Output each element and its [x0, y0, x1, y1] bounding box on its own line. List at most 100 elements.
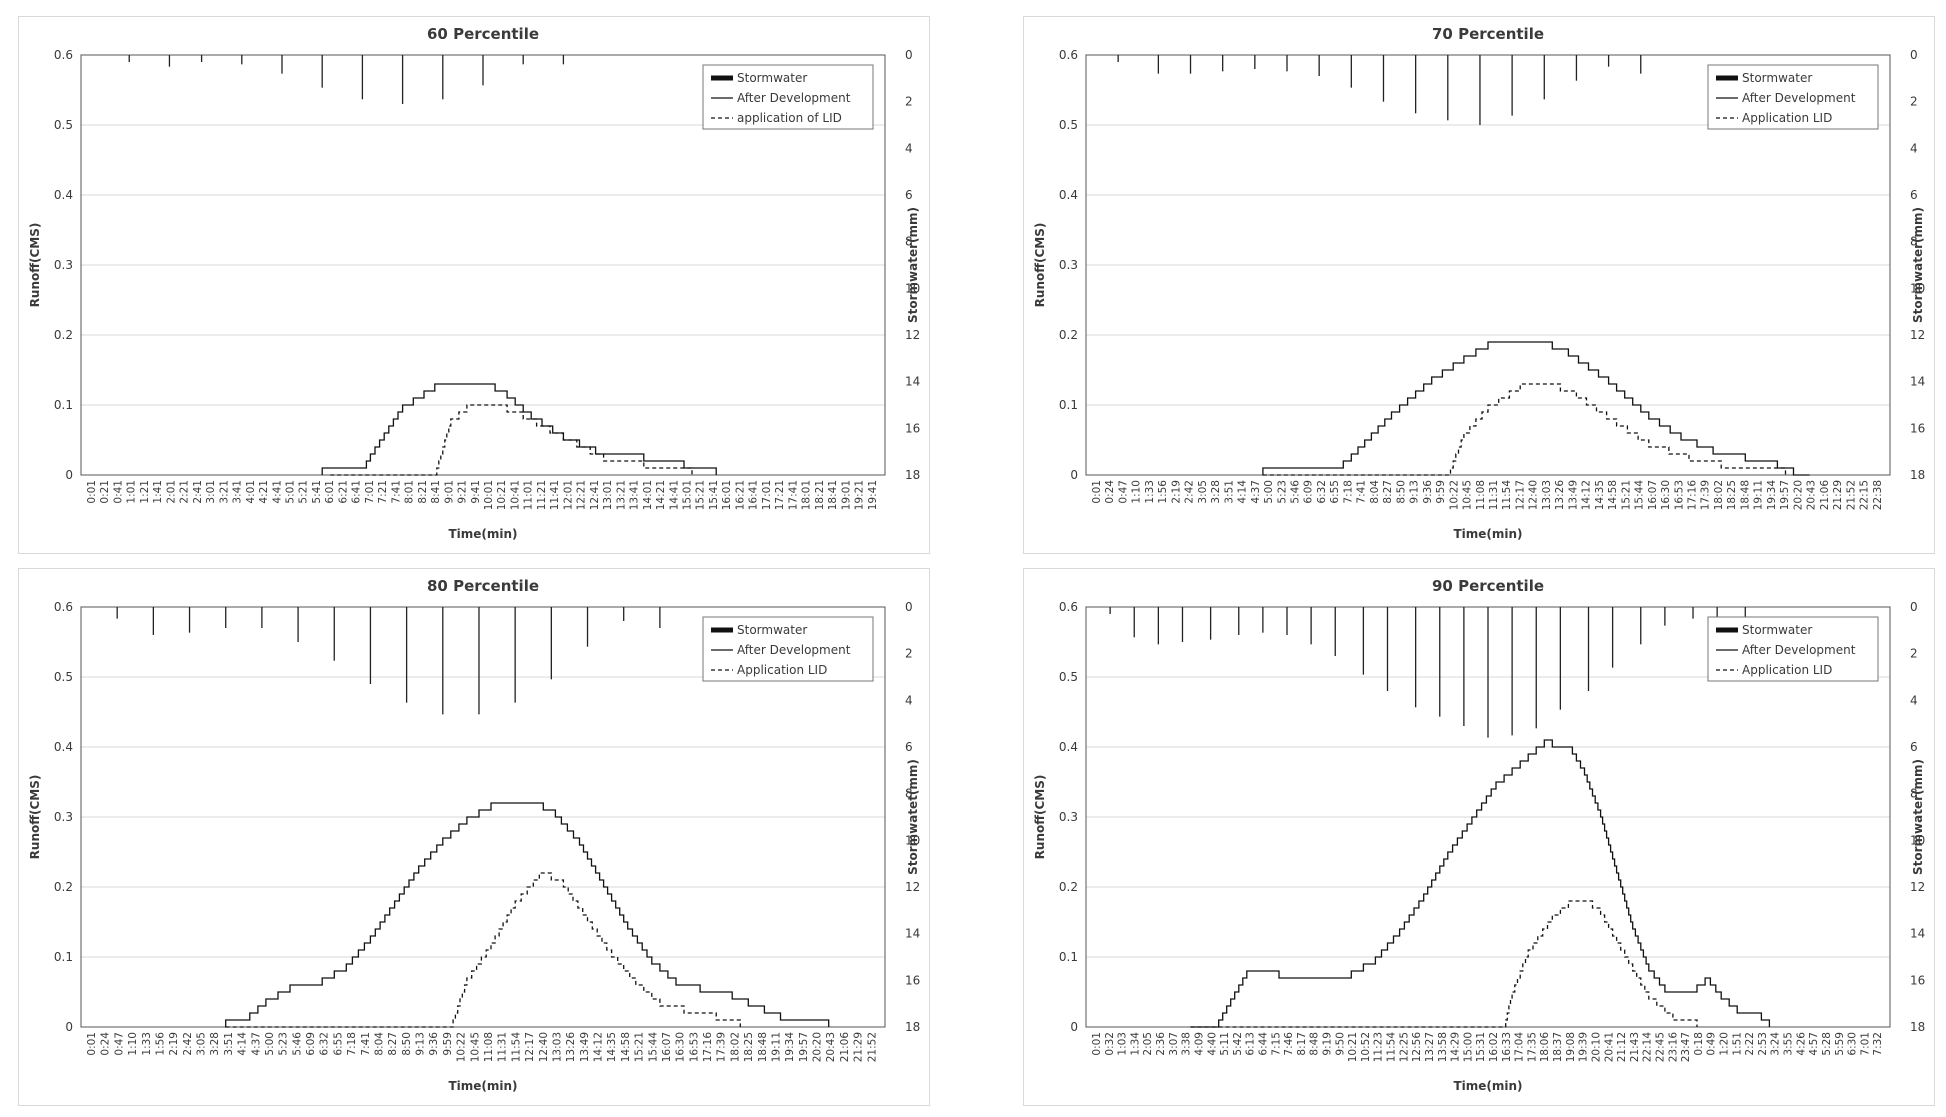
x-tick-label: 3:01 [205, 480, 217, 504]
x-tick-label: 3:38 [1181, 1032, 1193, 1056]
x-tick-label: 5:42 [1232, 1032, 1244, 1056]
y2-tick-label: 10 [1910, 281, 1925, 295]
y-tick-label: 0.6 [54, 48, 73, 62]
x-tick-label: 20:41 [1603, 1032, 1615, 1062]
x-tick-label: 7:18 [1342, 480, 1354, 504]
x-tick-label: 6:44 [1257, 1032, 1269, 1056]
y2-tick-label: 16 [1910, 421, 1925, 435]
x-tick-label: 6:55 [332, 1032, 344, 1056]
x-tick-label: 9:13 [415, 1032, 427, 1056]
x-tick-label: 20:43 [1806, 480, 1818, 510]
x-tick-label: 14:58 [620, 1032, 632, 1062]
x-tick-label: 13:49 [1567, 480, 1579, 510]
x-tick-label: 11:54 [1386, 1032, 1398, 1063]
x-tick-label: 19:57 [1779, 480, 1791, 510]
x-tick-label: 0:24 [100, 1032, 112, 1056]
x-tick-label: 21:52 [1845, 480, 1857, 510]
x-tick-label: 1:33 [1144, 480, 1156, 504]
x-tick-label: 7:18 [346, 1032, 358, 1056]
x-tick-label: 5:00 [1263, 480, 1275, 504]
x-tick-label: 16:01 [721, 480, 733, 510]
x-tick-label: 17:16 [1687, 480, 1699, 511]
x-tick-label: 10:21 [1347, 1032, 1359, 1062]
x-tick-label: 9:59 [1435, 480, 1447, 504]
x-tick-label: 0:21 [99, 480, 111, 504]
y2-tick-label: 8 [1910, 235, 1918, 249]
x-tick-label: 16:53 [688, 1032, 700, 1062]
y2-tick-label: 4 [905, 693, 913, 707]
x-tick-label: 1:51 [1731, 1032, 1743, 1056]
x-tick-label: 11:08 [483, 1032, 495, 1062]
x-tick-label: 1:56 [1157, 480, 1169, 504]
y2-tick-label: 14 [1910, 927, 1925, 941]
x-tick-label: 0:01 [86, 1032, 98, 1056]
chart-svg: 90 Percentile 0.6 0.5 0.4 0.3 0.2 0.1 0 0 2 4 6 8 10 1… [1033, 577, 1925, 1093]
y-tick-label: 0.6 [1059, 48, 1078, 62]
x-tick-label: 5:41 [311, 480, 323, 504]
y-axis-label: Runoff(CMS) [28, 223, 42, 308]
x-tick-label: 1:21 [139, 480, 151, 504]
x-tick-label: 4:14 [1237, 480, 1249, 504]
y2-axis-label: Stormwatet(mm) [906, 759, 920, 875]
x-tick-label: 12:01 [562, 480, 574, 510]
x-tick-label: 2:36 [1155, 1032, 1167, 1056]
x-tick-label: 18:06 [1539, 1032, 1551, 1063]
x-tick-label: 4:26 [1795, 1032, 1807, 1056]
y-tick-label: 0.1 [54, 398, 73, 412]
legend-label: Stormwater [1742, 71, 1812, 85]
chart-svg: 80 Percentile 0.6 0.5 0.4 0.3 0.2 0.1 0 0 2 4 6 8 10 1… [28, 577, 920, 1093]
x-tick-label: 12:56 [1411, 1032, 1423, 1063]
y-tick-label: 0.2 [1059, 880, 1078, 894]
x-tick-label: 0:32 [1104, 1032, 1116, 1056]
x-tick-label: 21:12 [1616, 1032, 1628, 1062]
y-tick-label: 0.5 [54, 670, 73, 684]
y2-tick-label: 14 [905, 927, 920, 941]
x-tick-label: 15:21 [695, 480, 707, 510]
x-tick-label: 13:26 [1554, 480, 1566, 511]
y2-tick-label: 8 [1910, 787, 1918, 801]
x-tick-label: 12:25 [1398, 1032, 1410, 1062]
x-tick-label: 1:33 [141, 1032, 153, 1056]
x-tick-label: 11:23 [1373, 1032, 1385, 1062]
y2-tick-label: 4 [905, 141, 913, 155]
x-tick-label: 12:40 [538, 1032, 550, 1062]
x-tick-label: 18:02 [729, 1032, 741, 1062]
x-tick-label: 12:41 [589, 480, 601, 510]
x-tick-label: 4:21 [258, 480, 270, 504]
x-tick-label: 11:21 [536, 480, 548, 510]
x-tick-label: 8:41 [430, 480, 442, 504]
y2-tick-label: 16 [1910, 973, 1925, 987]
y2-tick-label: 10 [905, 281, 920, 295]
y2-tick-label: 12 [1910, 328, 1925, 342]
x-tick-label: 17:01 [761, 480, 773, 510]
y2-tick-label: 18 [905, 468, 920, 482]
x-tick-label: 2:42 [1184, 480, 1196, 504]
x-axis-label: Time(min) [1453, 527, 1522, 541]
x-tick-label: 2:01 [165, 480, 177, 504]
y2-axis-label: Stormwater(mm) [1911, 759, 1925, 875]
y-tick-label: 0.3 [54, 258, 73, 272]
x-tick-label: 5:46 [1290, 480, 1302, 504]
x-tick-label: 3:07 [1168, 1032, 1180, 1056]
x-tick-label: 14:35 [1594, 480, 1606, 510]
y2-axis-label: Stormwater(mm) [1911, 207, 1925, 323]
x-tick-label: 1:01 [126, 480, 138, 504]
x-tick-label: 21:29 [1832, 480, 1844, 510]
x-tick-label: 2:05 [1142, 1032, 1154, 1056]
x-tick-label: 5:59 [1834, 1032, 1846, 1056]
y2-tick-label: 18 [1910, 468, 1925, 482]
x-tick-label: 9:21 [457, 480, 469, 504]
x-tick-label: 6:09 [1303, 480, 1315, 504]
legend-label: After Development [737, 91, 851, 105]
y2-tick-label: 16 [905, 421, 920, 435]
chart-title: 60 Percentile [427, 25, 539, 43]
x-tick-label: 16:30 [1660, 480, 1672, 510]
x-tick-label: 4:01 [245, 480, 257, 504]
y2-tick-label: 10 [1910, 833, 1925, 847]
x-tick-label: 13:58 [1437, 1032, 1449, 1062]
x-tick-label: 0:49 [1706, 1032, 1718, 1056]
x-tick-label: 14:41 [668, 480, 680, 510]
x-tick-label: 8:48 [1309, 1032, 1321, 1056]
x-tick-label: 21:06 [1819, 480, 1831, 511]
y2-tick-label: 2 [905, 95, 913, 109]
